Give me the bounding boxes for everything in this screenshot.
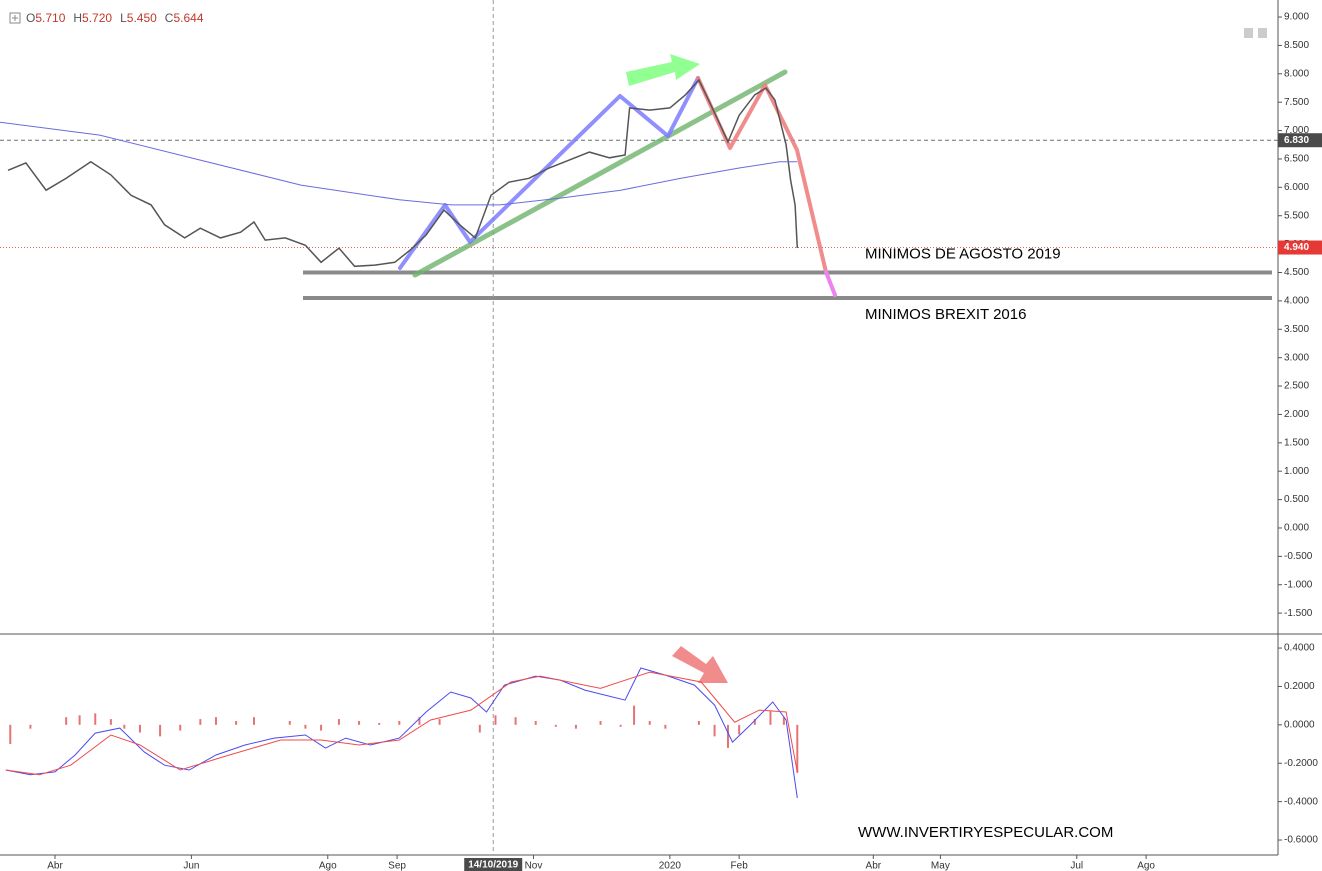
ohlc-key: L <box>120 11 127 25</box>
y-tick-label: 2.000 <box>1284 409 1309 420</box>
ohlc-value: 5.644 <box>173 11 203 25</box>
y-tick-label: 6.000 <box>1284 182 1309 193</box>
icon <box>1258 28 1267 38</box>
y-tick-label: 0.500 <box>1284 494 1309 505</box>
price-marker <box>1278 133 1322 148</box>
ohlc-value: 5.450 <box>127 11 157 25</box>
x-tick-label: Jun <box>183 861 199 871</box>
price-marker <box>1278 240 1322 255</box>
crosshair-box <box>464 858 523 871</box>
y-tick-label: 3.000 <box>1284 352 1309 363</box>
ohlc-header: O5.710 H5.720 L5.450 C5.644 <box>26 11 204 25</box>
y-tick-label: 7.000 <box>1284 125 1309 136</box>
y-tick-label: -0.2000 <box>1284 758 1318 769</box>
arrow-down <box>672 646 728 683</box>
expand-icon <box>9 12 21 24</box>
y-tick-label: 4.000 <box>1284 296 1309 307</box>
y-tick-label: -1.500 <box>1284 608 1313 619</box>
y-tick-label: 7.500 <box>1284 97 1309 108</box>
y-tick-label: 5.500 <box>1284 210 1309 221</box>
x-tick-label: Abr <box>47 861 63 871</box>
y-tick-label: -0.6000 <box>1284 835 1318 846</box>
y-tick-label: 6.500 <box>1284 154 1309 165</box>
level-label: MINIMOS BREXIT 2016 <box>865 306 1026 323</box>
y-tick-label: 9.000 <box>1284 12 1309 23</box>
ohlc-key: O <box>26 11 35 25</box>
y-tick-label: 8.000 <box>1284 68 1309 79</box>
y-tick-label: -0.4000 <box>1284 796 1318 807</box>
ohlc-key: C <box>165 11 174 25</box>
x-tick-label: Ago <box>319 861 337 871</box>
series-line <box>5 667 798 799</box>
icon <box>1244 28 1253 38</box>
x-tick-label: Nov <box>525 861 543 871</box>
y-tick-label: 2.500 <box>1284 381 1309 392</box>
watermark: WWW.INVERTIRYESPECULAR.COM <box>858 824 1113 841</box>
x-tick-label: Abr <box>866 861 882 871</box>
x-tick-label: 2020 <box>659 861 682 871</box>
ohlc-value: 5.710 <box>35 11 65 25</box>
toolbar-icons <box>9 12 1267 38</box>
projection <box>824 270 837 297</box>
y-tick-label: 1.000 <box>1284 466 1309 477</box>
ohlc-value: 5.720 <box>82 11 112 25</box>
series-line <box>5 671 798 776</box>
y-tick-label: -0.500 <box>1284 551 1313 562</box>
y-tick-label: 4.500 <box>1284 267 1309 278</box>
level-label: MINIMOS DE AGOSTO 2019 <box>865 245 1061 262</box>
y-tick-label: 0.4000 <box>1284 643 1315 654</box>
ohlc-key: H <box>73 11 82 25</box>
y-tick-label: 0.2000 <box>1284 681 1315 692</box>
y-tick-label: -1.000 <box>1284 579 1313 590</box>
x-tick-label: Feb <box>731 861 749 871</box>
x-tick-label: Sep <box>388 861 406 871</box>
series-line <box>7 78 799 268</box>
x-tick-label: Ago <box>1137 861 1155 871</box>
y-tick-label: 8.500 <box>1284 40 1309 51</box>
crosshair-label: 14/10/2019 <box>468 860 518 871</box>
arrow-up <box>626 54 700 86</box>
x-tick-label: Jul <box>1070 861 1083 871</box>
x-tick-label: May <box>931 861 950 871</box>
back-layer <box>0 0 1278 855</box>
y-tick-label: 1.500 <box>1284 437 1309 448</box>
zigzag-up <box>398 76 700 270</box>
y-tick-label: 0.000 <box>1284 523 1309 534</box>
y-tick-label: 3.500 <box>1284 324 1309 335</box>
series-line <box>0 121 798 206</box>
price-marker-label: 6.830 <box>1284 135 1309 146</box>
price-marker-label: 4.940 <box>1284 242 1309 253</box>
y-tick-label: 0.0000 <box>1284 719 1315 730</box>
trend-line <box>412 69 788 278</box>
